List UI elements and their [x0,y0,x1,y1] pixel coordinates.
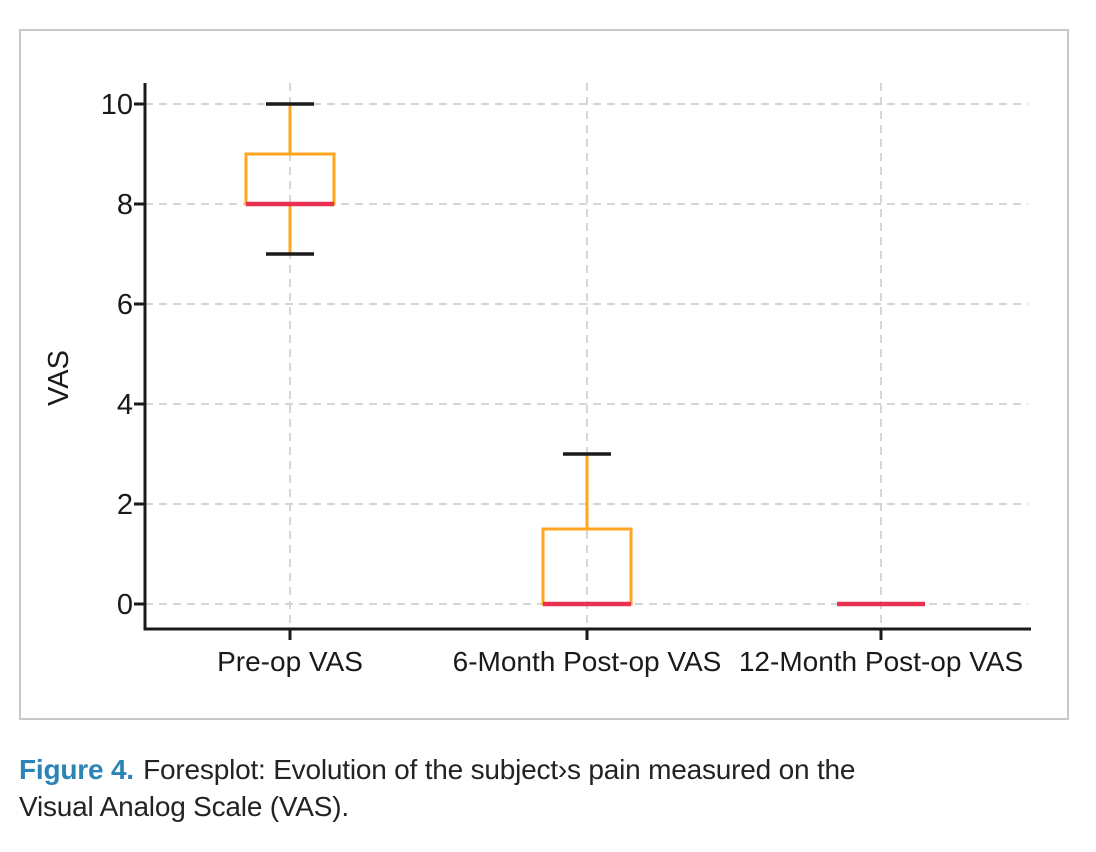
y-tick-label: 8 [117,189,133,221]
y-axis-label: VAS [43,350,75,406]
figure-caption-label: Figure 4. [19,754,134,785]
y-tick-label: 6 [117,289,133,321]
figure-panel: 0 2 4 6 8 10 Pre-op VAS 6-Month Post-op VAS 12-M… [19,29,1069,720]
y-tick-label: 2 [117,489,133,521]
x-category-label: 6-Month Post-op VAS [453,646,722,677]
y-tick-label: 4 [117,389,133,421]
vas-boxplot-chart: 0 2 4 6 8 10 Pre-op VAS 6-Month Post-op VAS 12-M… [43,83,1031,677]
y-tick-label: 10 [101,89,133,121]
x-category-label: 12-Month Post-op VAS [739,646,1023,677]
y-tick-label: 0 [117,589,133,621]
figure-caption-line1: Foresplot: Evolution of the subject›s pa… [143,754,856,785]
figure-caption-line2: Visual Analog Scale (VAS). [19,790,349,822]
figure-caption: Figure 4. Foresplot: Evolution of the sub… [19,752,1059,826]
x-category-label: Pre-op VAS [217,646,363,677]
